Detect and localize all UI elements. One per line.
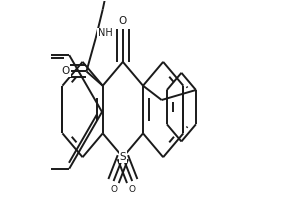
- Text: O: O: [129, 185, 136, 194]
- Text: O: O: [119, 16, 127, 26]
- Text: NH: NH: [98, 28, 113, 38]
- Text: S: S: [120, 152, 126, 162]
- Text: O: O: [62, 66, 70, 76]
- Text: O: O: [110, 185, 117, 194]
